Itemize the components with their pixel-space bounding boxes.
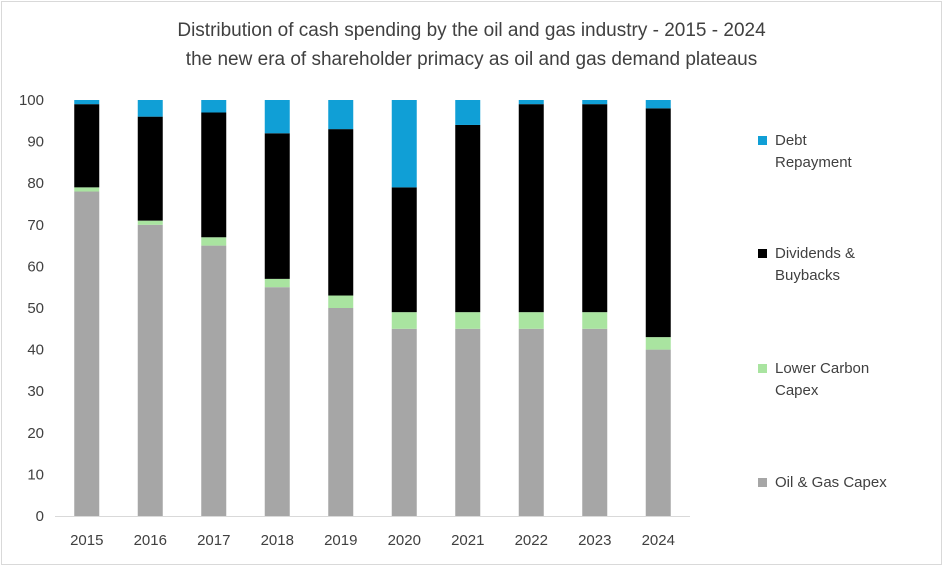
bar-segment [582, 100, 608, 105]
chart-subtitle: the new era of shareholder primacy as oi… [185, 49, 758, 70]
bar-segment [137, 100, 163, 117]
bar-segment [328, 308, 354, 516]
bar-segment [74, 191, 100, 516]
x-tick-label: 2023 [578, 532, 611, 549]
x-tick-label: 2024 [642, 532, 675, 549]
legend-swatch [758, 364, 767, 373]
bar-segment [645, 337, 671, 350]
bar-segment [264, 100, 290, 134]
bar-segment [582, 328, 608, 516]
bar-segment [391, 312, 417, 329]
bar-segment [137, 116, 163, 221]
x-tick-label: 2019 [324, 532, 357, 549]
x-tick-label: 2015 [70, 532, 103, 549]
y-tick-label: 80 [27, 175, 44, 192]
y-tick-label: 30 [27, 383, 44, 400]
bar-segment [391, 187, 417, 313]
bar-segment [518, 104, 544, 313]
legend: Debt Repayment Dividends & Buybacks Lower Ca… [758, 132, 887, 491]
x-tick-label: 2022 [515, 532, 548, 549]
bar-segment [264, 287, 290, 516]
bar-segment [455, 328, 481, 516]
bar-segment [645, 108, 671, 338]
x-tick-label: 2017 [197, 532, 230, 549]
bar-segment [201, 237, 227, 246]
y-tick-label: 10 [27, 466, 44, 483]
y-tick-label: 40 [27, 342, 44, 359]
y-tick-label: 50 [27, 300, 44, 317]
bar-segment [645, 349, 671, 516]
x-axis: 2015 2016 2017 2018 2019 2020 2021 2022 2023 2024 [55, 516, 690, 549]
legend-label: Dividends & Buybacks [775, 245, 855, 284]
y-tick-label: 60 [27, 258, 44, 275]
bar-segment [74, 100, 100, 105]
bar-segment [455, 312, 481, 329]
bar-segment [391, 328, 417, 516]
bar-segment [518, 100, 544, 105]
bar-segment [137, 220, 163, 225]
legend-label: Oil & Gas Capex [775, 474, 887, 491]
bar-segment [201, 100, 227, 113]
y-tick-label: 70 [27, 217, 44, 234]
bar-segment [74, 187, 100, 192]
x-tick-label: 2016 [134, 532, 167, 549]
legend-swatch [758, 136, 767, 145]
legend-label: Lower Carbon Capex [775, 360, 869, 399]
bar-segment [264, 278, 290, 288]
x-tick-label: 2018 [261, 532, 294, 549]
bar-segment [518, 312, 544, 329]
bar-segment [74, 104, 100, 188]
y-tick-label: 20 [27, 425, 44, 442]
bar-segment [518, 328, 544, 516]
bar-segment [582, 104, 608, 313]
x-tick-label: 2021 [451, 532, 484, 549]
bar-segment [201, 112, 227, 238]
bar-segment [455, 100, 481, 125]
bar-segment [328, 100, 354, 130]
x-tick-label: 2020 [388, 532, 421, 549]
bar-segment [201, 245, 227, 516]
y-tick-label: 100 [19, 92, 44, 109]
legend-swatch [758, 249, 767, 258]
chart-title: Distribution of cash spending by the oil… [177, 20, 766, 41]
y-axis: 0 10 20 30 40 50 60 70 80 90 100 [19, 92, 44, 525]
bar-segment [455, 124, 481, 313]
legend-swatch [758, 478, 767, 487]
y-tick-label: 90 [27, 134, 44, 151]
bar-segment [328, 295, 354, 308]
bar-segment [264, 133, 290, 279]
bar-segment [137, 224, 163, 517]
y-tick-label: 0 [36, 508, 44, 525]
bars [74, 100, 671, 517]
bar-segment [582, 312, 608, 329]
bar-segment [328, 129, 354, 296]
bar-segment [391, 100, 417, 188]
bar-segment [645, 100, 671, 109]
legend-label: Debt Repayment [775, 132, 853, 171]
